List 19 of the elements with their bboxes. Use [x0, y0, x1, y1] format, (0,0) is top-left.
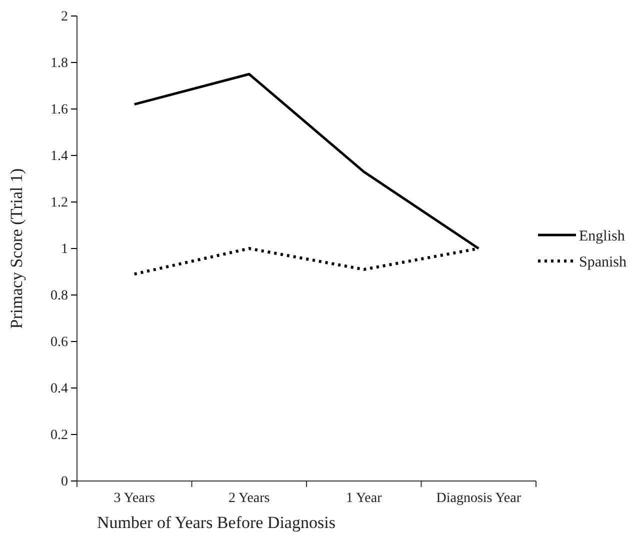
y-tick-label: 0.4 [50, 381, 68, 396]
y-tick-label: 1.6 [50, 102, 68, 118]
y-tick-label: 0.6 [50, 334, 68, 350]
y-tick-label: 2 [61, 9, 68, 24]
x-axis-title: Number of Years Before Diagnosis [97, 513, 336, 532]
y-tick-label: 1.4 [50, 148, 68, 164]
y-tick-label: 1 [61, 242, 68, 257]
x-tick-label: 1 Year [346, 491, 382, 506]
y-tick-label: 1.2 [50, 195, 68, 210]
legend-label: English [579, 228, 626, 244]
legend-label: Spanish [579, 254, 628, 270]
y-tick-label: 0.8 [50, 288, 68, 304]
y-tick-label: 1.8 [50, 56, 68, 71]
x-tick-label: Diagnosis Year [436, 491, 522, 506]
y-axis-title: Primacy Score (Trial 1) [7, 168, 26, 329]
y-tick-label: 0.2 [50, 428, 68, 443]
x-tick-label: 2 Years [228, 491, 270, 506]
y-tick-label: 0 [61, 474, 68, 490]
x-tick-label: 3 Years [114, 491, 155, 506]
